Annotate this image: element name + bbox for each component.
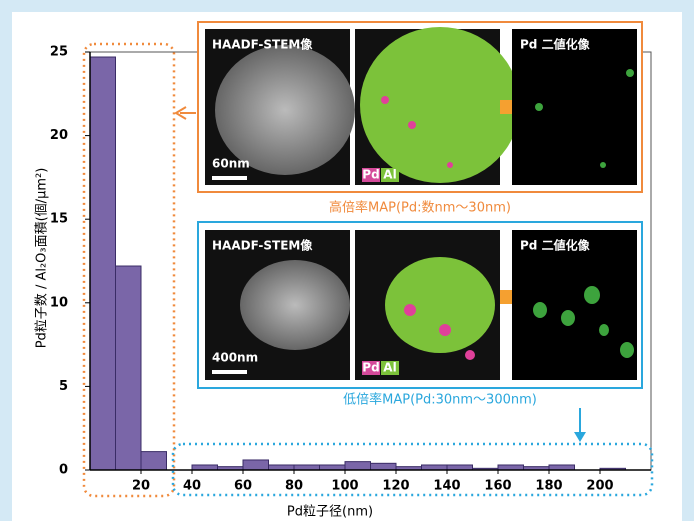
panel-label: Pd 二値化像 (520, 37, 591, 52)
image (404, 304, 416, 316)
scale-label: 400nm (212, 351, 258, 365)
y-tick-label: 25 (50, 45, 68, 60)
image (584, 286, 600, 304)
bar (269, 465, 295, 470)
scale-bar (212, 370, 247, 374)
inset-caption: 高倍率MAP(Pd:数nm〜30nm) (329, 200, 511, 216)
image (240, 260, 350, 350)
image (512, 29, 637, 185)
image (533, 302, 547, 318)
inset: HAADF-STEM像 400nm Pd Al Pd 二値化像 低倍率MAP(P… (198, 222, 642, 408)
bar (116, 266, 142, 470)
y-tick-label: 15 (50, 212, 68, 227)
image (381, 96, 389, 104)
panel-label: Pd 二値化像 (520, 238, 591, 253)
x-tick-label: 20 (132, 479, 150, 494)
x-tick-label: 100 (331, 479, 358, 494)
bar (320, 465, 346, 470)
image (626, 69, 634, 77)
image (512, 230, 637, 380)
image (215, 45, 355, 175)
image (360, 27, 520, 183)
image (408, 121, 416, 129)
x-tick-label: 60 (234, 479, 252, 494)
image (385, 257, 495, 353)
bar (371, 463, 397, 470)
y-tick-label: 10 (50, 295, 68, 310)
x-axis-label: Pd粒子径(nm) (287, 505, 373, 520)
y-axis-label: Pd粒子数 / Al₂O₃面積(個/μm²) (35, 168, 50, 349)
x-tick-label: 80 (285, 479, 303, 494)
page: 0 5 10 15 20 25 20 40 60 80 100 120 140 160 180 200 HAA… (0, 0, 694, 521)
bar (243, 460, 269, 470)
y-tick-label: 20 (50, 128, 68, 143)
bar (192, 465, 218, 470)
scale-bar (212, 176, 247, 180)
bar (498, 465, 524, 470)
bar (549, 465, 575, 470)
x-tick-label: 120 (382, 479, 409, 494)
image (620, 342, 634, 358)
y-tick-label: 0 (59, 463, 68, 478)
scale-label: 60nm (212, 157, 250, 171)
image (447, 162, 453, 168)
y-tick-label: 5 (59, 379, 68, 394)
bar (90, 57, 116, 470)
x-tick-label: 200 (586, 479, 613, 494)
bar (422, 465, 448, 470)
x-tick-label: 140 (433, 479, 460, 494)
bar (345, 462, 371, 470)
panel-label: HAADF-STEM像 (212, 238, 313, 253)
legend-label: Pd (362, 168, 379, 182)
x-tick-label: 40 (183, 479, 201, 494)
legend-label: Pd (362, 361, 379, 375)
x-tick-label: 160 (484, 479, 511, 494)
chart: 0 5 10 15 20 25 20 40 60 80 100 120 140 160 180 200 HAA… (0, 0, 694, 521)
bar (141, 452, 167, 470)
image (600, 162, 606, 168)
image (599, 324, 609, 336)
image (465, 350, 475, 360)
inset: HAADF-STEM像 60nm Pd Al Pd 二値化像 高倍率MAP(Pd… (198, 22, 642, 216)
panel-label: HAADF-STEM像 (212, 37, 313, 52)
legend-label: Al (383, 361, 396, 375)
legend-label: Al (383, 168, 396, 182)
image (561, 310, 575, 326)
image (439, 324, 451, 336)
x-tick-label: 180 (535, 479, 562, 494)
bar (447, 465, 473, 470)
inset-caption: 低倍率MAP(Pd:30nm〜300nm) (343, 392, 537, 408)
bar (294, 465, 320, 470)
image (535, 103, 543, 111)
